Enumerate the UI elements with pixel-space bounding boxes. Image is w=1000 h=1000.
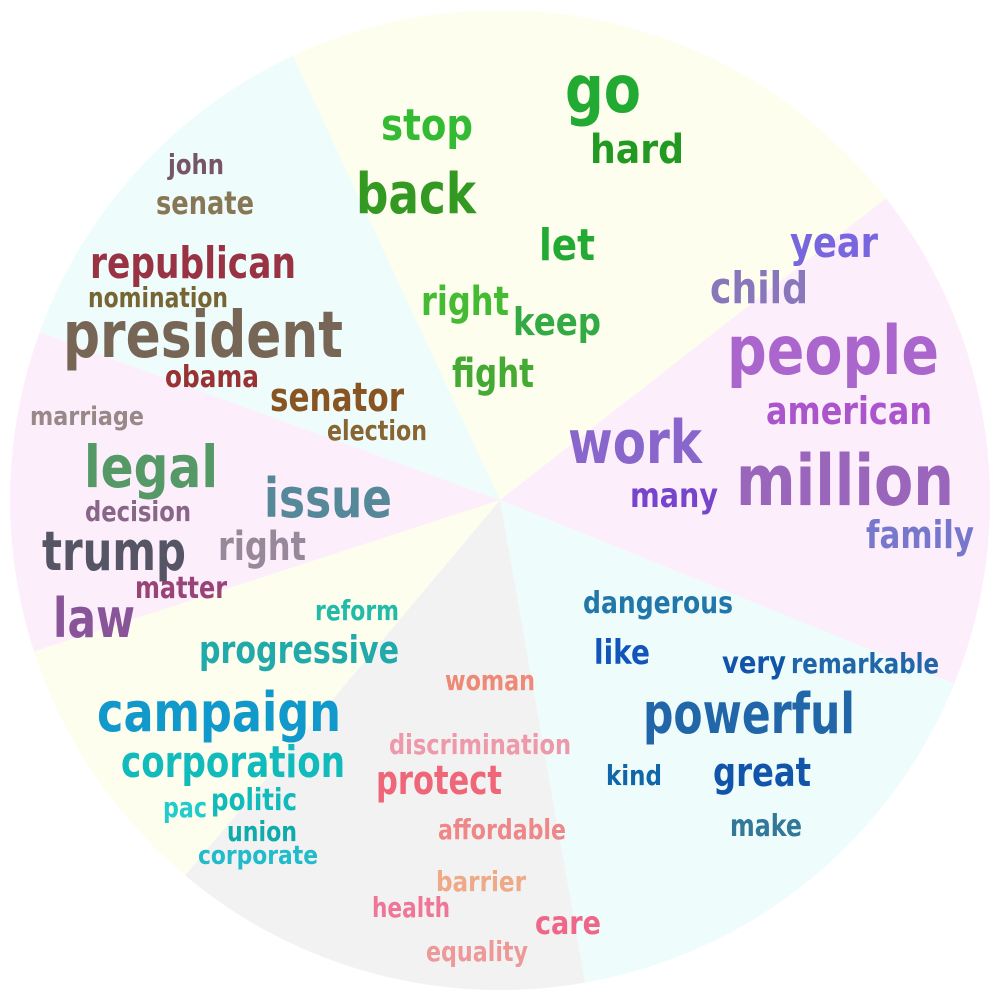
word-keep: keep — [513, 300, 601, 344]
word-people: people — [727, 312, 939, 391]
sector-action — [292, 9, 887, 501]
word-fight: fight — [452, 351, 534, 397]
word-million: million — [736, 440, 954, 522]
word-republican: republican — [90, 238, 296, 289]
word-matter: matter — [135, 571, 227, 606]
word-very: very — [722, 646, 786, 681]
word-family: family — [866, 513, 974, 557]
sector-politics — [39, 55, 500, 501]
word-stop: stop — [381, 100, 473, 151]
word-trump: trump — [42, 520, 186, 583]
word-work: work — [568, 408, 704, 478]
word-decision: decision — [85, 495, 191, 528]
word-woman: woman — [445, 664, 535, 697]
word-obama: obama — [165, 360, 259, 395]
word-marriage: marriage — [30, 402, 144, 432]
word-many: many — [630, 476, 718, 516]
word-discrimination: discrimination — [389, 728, 571, 761]
word-affordable: affordable — [438, 813, 566, 846]
word-great: great — [713, 750, 811, 796]
word-equality: equality — [426, 935, 528, 968]
word-campaign: campaign — [97, 681, 341, 744]
word-union: union — [227, 815, 297, 848]
word-reform: reform — [315, 594, 399, 627]
word-back: back — [356, 162, 477, 227]
word-senator: senator — [270, 375, 404, 421]
word-dangerous: dangerous — [583, 586, 733, 621]
word-care: care — [535, 904, 601, 942]
word-progressive: progressive — [199, 628, 399, 672]
word-right: right — [421, 279, 509, 325]
word-john: john — [167, 148, 224, 181]
word-american: american — [766, 389, 932, 433]
word-politic: politic — [211, 783, 297, 818]
word-let: let — [539, 220, 595, 271]
sector-layer — [10, 9, 990, 991]
word-go: go — [565, 51, 641, 128]
word-health: health — [372, 891, 450, 924]
word-right: right — [218, 524, 306, 570]
word-child: child — [710, 263, 808, 314]
sector-people — [500, 198, 990, 684]
word-corporation: corporation — [121, 737, 345, 788]
word-hard: hard — [590, 127, 684, 173]
word-barrier: barrier — [436, 865, 526, 898]
word-pac: pac — [163, 791, 207, 824]
word-legal: legal — [84, 433, 218, 501]
word-remarkable: remarkable — [791, 647, 939, 680]
word-nomination: nomination — [88, 281, 228, 314]
sector-legal — [10, 332, 501, 652]
word-issue: issue — [264, 467, 392, 530]
word-senate: senate — [156, 184, 254, 222]
word-president: president — [63, 299, 343, 373]
word-corporate: corporate — [198, 841, 318, 871]
word-election: election — [327, 414, 427, 447]
sector-equality — [185, 500, 586, 991]
word-year: year — [790, 218, 878, 267]
word-kind: kind — [606, 759, 662, 792]
word-law: law — [53, 587, 135, 650]
sector-qualities — [500, 500, 955, 983]
word-powerful: powerful — [643, 682, 855, 747]
sector-campaign — [34, 500, 500, 876]
word-like: like — [594, 633, 650, 673]
word-protect: protect — [376, 758, 502, 804]
word-make: make — [730, 809, 802, 844]
